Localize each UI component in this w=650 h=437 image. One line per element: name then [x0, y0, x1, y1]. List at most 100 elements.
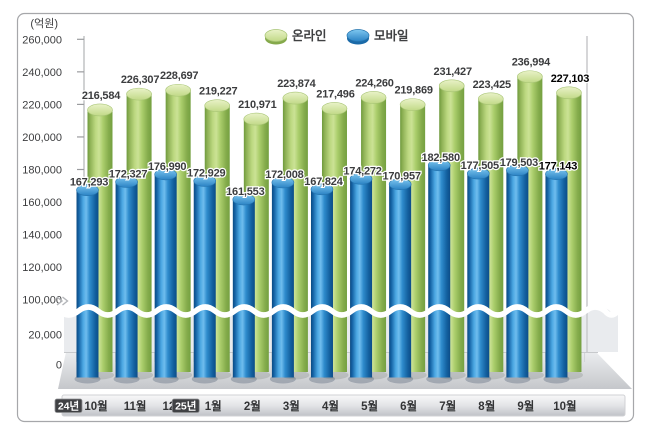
year-badge-label: 25년	[175, 400, 196, 413]
legend-mobile-label: 모바일	[374, 28, 409, 43]
month-label: 10월	[553, 399, 576, 413]
axis-break-wave	[56, 304, 621, 318]
bar-mobile-top	[154, 168, 177, 181]
value-label-mobile: 172,008	[265, 169, 303, 181]
bar-online-top	[477, 92, 504, 106]
bar-online-top	[438, 79, 465, 93]
bar-online-top	[243, 112, 270, 126]
month-label: 9월	[517, 399, 534, 413]
y-axis-tick-label: 200,000	[22, 132, 62, 144]
year-badge	[171, 398, 200, 413]
month-label: 5월	[361, 399, 378, 413]
bar-mobile-top	[76, 184, 99, 196]
legend-online-label: 온라인	[292, 28, 327, 43]
bar-mobile	[193, 181, 216, 378]
y-axis-unit-label: (억원)	[30, 17, 58, 30]
bar-mobile	[232, 199, 255, 378]
month-label: 6월	[400, 399, 417, 413]
month-label: 8월	[478, 399, 495, 413]
y-axis-tick-label: 180,000	[22, 165, 62, 177]
bar-mobile	[310, 189, 333, 378]
value-label-online: 224,260	[355, 77, 393, 89]
bar-mobile	[545, 174, 568, 378]
value-label-mobile: 176,990	[148, 161, 186, 173]
month-label: 4월	[322, 399, 339, 413]
bar-mobile-top	[388, 178, 412, 191]
bar-mobile-top	[115, 176, 138, 188]
bar-online-top	[360, 91, 387, 104]
value-label-online: 226,307	[121, 74, 159, 86]
bar-online-top	[87, 103, 113, 117]
y-axis-tick-label: 120,000	[22, 262, 62, 274]
axis-break-marker	[56, 296, 69, 306]
bar-mobile	[350, 178, 373, 378]
legend: 온라인 모바일	[264, 28, 409, 45]
value-label-mobile: 177,143	[539, 161, 577, 173]
value-label-mobile: 167,293	[70, 177, 108, 189]
value-label-mobile: 167,824	[304, 176, 343, 188]
legend-online-disc-icon	[264, 29, 288, 42]
bar-mobile-top	[427, 159, 451, 172]
bar-mobile-top	[349, 173, 373, 185]
y-axis-tick-label: 260,000	[22, 34, 62, 46]
month-label: 1월	[205, 399, 222, 413]
bar-mobile-top	[545, 168, 568, 180]
y-axis-tick-label: 220,000	[22, 99, 62, 111]
bar-online-top	[399, 98, 426, 111]
value-label-mobile: 172,327	[109, 168, 147, 180]
y-axis-tick-label: 240,000	[22, 67, 62, 79]
bar-online-top	[165, 83, 191, 97]
bar-mobile	[467, 173, 490, 378]
bar-online-top	[517, 70, 543, 84]
y-axis-tick-label: 160,000	[22, 197, 62, 209]
bar-mobile	[506, 170, 529, 378]
value-label-mobile: 182,580	[422, 152, 460, 164]
y-axis-tick-label: 100,000	[22, 295, 62, 307]
value-label-mobile: 174,272	[343, 165, 381, 177]
value-label-online: 228,697	[160, 70, 198, 82]
plot-area: 260,000 240,000 220,000 200,000 180,000 160,0…	[22, 34, 632, 417]
value-label-mobile: 170,957	[382, 171, 420, 183]
value-label-mobile: 177,505	[461, 160, 499, 172]
bar-mobile	[76, 190, 99, 378]
bar-online-top	[282, 91, 309, 105]
bar-mobile-top	[466, 167, 490, 180]
bar-mobile	[154, 174, 177, 378]
month-label: 10월	[84, 399, 107, 413]
bar-mobile-top	[506, 164, 529, 177]
value-label-online: 219,869	[394, 85, 432, 97]
y-axis-tick-label: 0	[56, 360, 62, 372]
bar-mobile-top	[193, 175, 217, 187]
bar-mobile-top	[232, 193, 256, 206]
value-label-online: 219,227	[199, 86, 237, 98]
value-label-online: 210,971	[238, 99, 276, 111]
bar-online-top	[126, 87, 152, 101]
bar-mobile	[428, 165, 451, 378]
value-label-online: 236,994	[512, 57, 551, 69]
year-badge	[54, 398, 83, 413]
month-label: 11월	[124, 399, 147, 413]
month-label: 3월	[283, 399, 300, 413]
bar-online-top	[556, 86, 582, 100]
value-label-mobile: 161,553	[226, 186, 264, 198]
month-label: 7월	[439, 399, 456, 413]
value-label-online: 227,103	[551, 73, 589, 85]
month-label: 2월	[244, 399, 261, 413]
value-label-online: 216,584	[82, 90, 121, 102]
bar-mobile	[389, 184, 412, 378]
value-label-mobile: 172,929	[187, 168, 225, 180]
value-label-online: 231,427	[434, 66, 472, 78]
value-label-online: 217,496	[316, 88, 354, 100]
y-axis-tick-label: 20,000	[28, 330, 62, 342]
year-badge-label: 24년	[58, 400, 79, 413]
legend-mobile-disc-icon	[346, 29, 370, 42]
bar-online-top	[204, 99, 231, 112]
bar-online-top	[321, 102, 348, 115]
value-label-mobile: 179,503	[500, 157, 538, 169]
value-label-online: 223,425	[473, 79, 511, 91]
bar-mobile-top	[310, 183, 334, 196]
bar-mobile	[271, 182, 294, 378]
y-axis-tick-label: 140,000	[22, 230, 62, 242]
